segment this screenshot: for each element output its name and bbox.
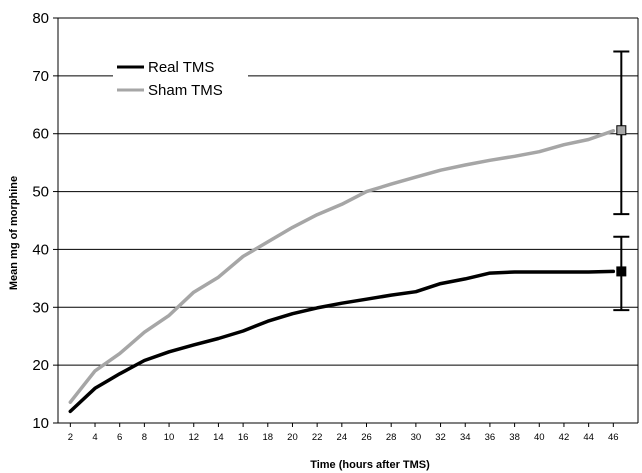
x-tick-label-42: 42 [559, 432, 570, 443]
legend-background [113, 48, 248, 102]
y-tick-label-10: 10 [32, 415, 49, 432]
x-tick-label-38: 38 [509, 432, 520, 443]
end-marker-sham-tms [616, 125, 627, 136]
y-tick-label-50: 50 [32, 184, 49, 201]
x-tick-label-44: 44 [583, 432, 594, 443]
x-axis-label: Time (hours after TMS) [310, 459, 430, 471]
x-tick-label-16: 16 [238, 432, 249, 443]
y-tick-label-30: 30 [32, 299, 49, 316]
legend-label-real-tms: Real TMS [148, 59, 214, 76]
x-tick-label-28: 28 [386, 432, 397, 443]
x-tick-label-10: 10 [164, 432, 175, 443]
series-line-real-tms [68, 269, 616, 414]
y-axis-label: Mean mg of morphine [8, 176, 20, 290]
x-tick-label-32: 32 [435, 432, 446, 443]
x-tick-label-18: 18 [262, 432, 273, 443]
x-tick-label-46: 46 [608, 432, 619, 443]
x-tick-label-24: 24 [337, 432, 348, 443]
x-tick-label-4: 4 [92, 432, 97, 443]
x-tick-label-14: 14 [213, 432, 224, 443]
legend: Real TMS Sham TMS [113, 48, 248, 102]
x-tick-label-34: 34 [460, 432, 471, 443]
x-tick-label-40: 40 [534, 432, 545, 443]
y-tick-label-40: 40 [32, 241, 49, 258]
x-tick-label-22: 22 [312, 432, 323, 443]
x-tick-label-6: 6 [117, 432, 122, 443]
x-tick-label-2: 2 [68, 432, 73, 443]
y-tick-label-20: 20 [32, 357, 49, 374]
y-tick-label-70: 70 [32, 68, 49, 85]
y-tick-label-60: 60 [32, 126, 49, 143]
y-tick-label-80: 80 [32, 10, 49, 27]
end-marker-real-tms [616, 266, 627, 277]
series-line-sham-tms [68, 129, 616, 404]
legend-label-sham-tms: Sham TMS [148, 82, 223, 99]
x-tick-label-8: 8 [142, 432, 147, 443]
series-lines [68, 50, 630, 414]
x-tick-label-36: 36 [485, 432, 496, 443]
x-tick-label-12: 12 [188, 432, 199, 443]
x-tick-label-30: 30 [411, 432, 422, 443]
x-tick-label-26: 26 [361, 432, 372, 443]
x-tick-label-20: 20 [287, 432, 298, 443]
